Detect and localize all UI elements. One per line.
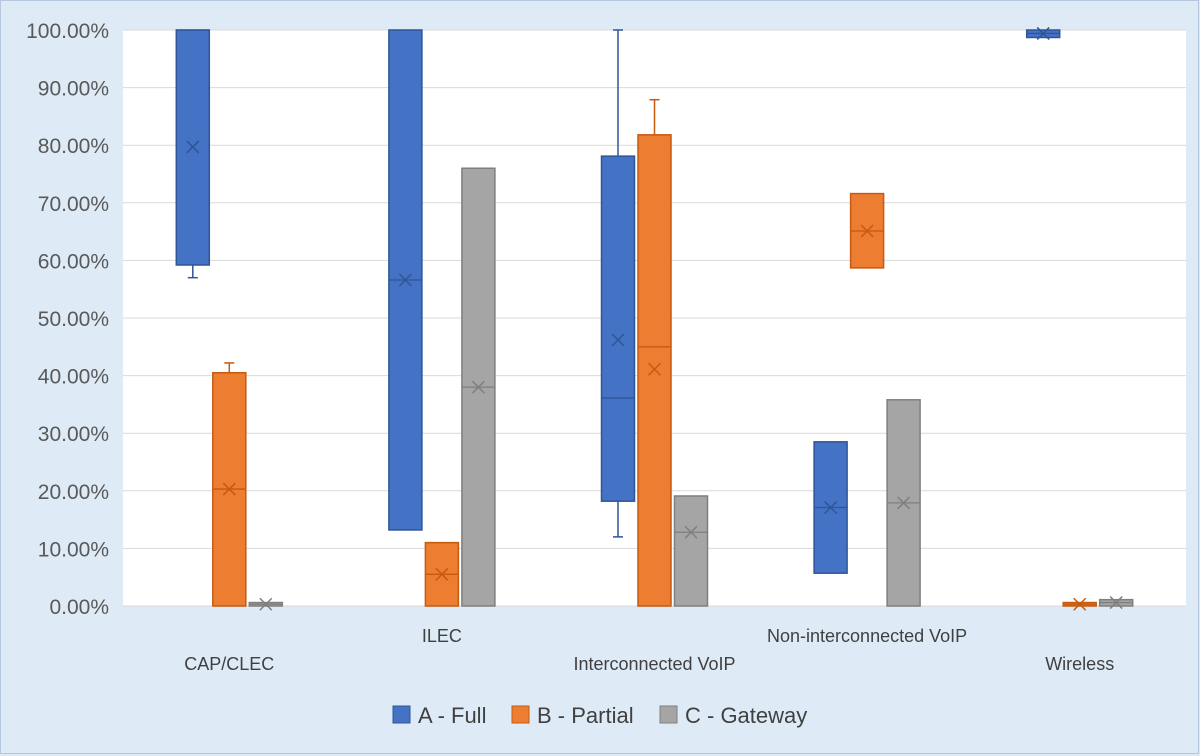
- legend-swatch: [392, 705, 411, 724]
- box-b-2: [637, 98, 672, 607]
- mean-marker: [684, 525, 698, 539]
- mean-marker: [435, 567, 449, 581]
- box-c-0: [248, 597, 284, 611]
- box: [600, 155, 636, 502]
- mean-marker: [471, 380, 485, 394]
- legend-swatch: [511, 705, 530, 724]
- y-tick-label: 10.00%: [38, 538, 109, 561]
- legend-label: A - Full: [418, 703, 486, 728]
- legend-label: B - Partial: [537, 703, 634, 728]
- y-tick-label: 80.00%: [38, 135, 109, 158]
- mean-marker: [897, 496, 911, 510]
- box: [673, 495, 709, 607]
- mean-marker: [860, 224, 874, 238]
- mean-marker: [824, 500, 838, 515]
- x-category-label: Non-interconnected VoIP: [767, 626, 967, 646]
- mean-marker: [398, 273, 412, 287]
- y-tick-label: 20.00%: [38, 481, 109, 504]
- x-axis-categories: CAP/CLEC ILEC Interconnected VoIP Non-inter…: [184, 626, 1114, 674]
- mean-marker: [222, 482, 236, 496]
- box-b-4: [1062, 597, 1097, 611]
- box-a-3: [813, 441, 848, 574]
- mean-marker: [1036, 26, 1050, 40]
- mean-marker: [647, 362, 662, 376]
- box-c-2: [673, 495, 709, 607]
- y-tick-label: 30.00%: [38, 423, 109, 446]
- box-b-0: [212, 362, 247, 607]
- y-tick-label: 90.00%: [38, 78, 109, 101]
- box-b-1: [424, 541, 460, 607]
- y-tick-label: 0.00%: [49, 596, 109, 619]
- box-series: [175, 26, 1134, 611]
- y-tick-label: 60.00%: [38, 250, 109, 273]
- legend-swatch: [659, 705, 678, 724]
- legend-label: C - Gateway: [685, 703, 807, 728]
- legend: A - Full B - Partial C - Gateway: [392, 703, 807, 728]
- box-c-1: [461, 167, 496, 607]
- x-category-label: ILEC: [422, 626, 462, 646]
- box-c-4: [1098, 596, 1134, 610]
- x-category-label: CAP/CLEC: [184, 654, 274, 674]
- box-a-2: [600, 29, 636, 538]
- y-tick-label: 40.00%: [38, 366, 109, 389]
- mean-marker: [1109, 596, 1123, 610]
- box-a-4: [1025, 26, 1061, 40]
- mean-marker: [1073, 597, 1087, 611]
- box: [637, 134, 672, 607]
- mean-marker: [611, 333, 625, 347]
- box-b-3: [849, 192, 885, 269]
- x-category-label: Interconnected VoIP: [573, 654, 735, 674]
- mean-marker: [186, 140, 200, 154]
- y-axis-ticks: 0.00% 10.00% 20.00% 30.00% 40.00% 50.00% 60.00…: [26, 20, 109, 619]
- y-tick-label: 50.00%: [38, 308, 109, 331]
- y-tick-label: 70.00%: [38, 193, 109, 216]
- x-category-label: Wireless: [1045, 654, 1114, 674]
- box-a-0: [175, 29, 211, 279]
- y-tick-label: 100.00%: [26, 20, 109, 43]
- box-c-3: [886, 399, 921, 607]
- box-a-1: [388, 29, 423, 531]
- mean-marker: [259, 597, 273, 611]
